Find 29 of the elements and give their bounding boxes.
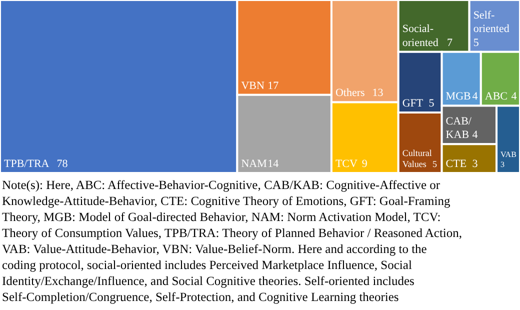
data-label: 9 <box>362 158 368 170</box>
data-label: 13 <box>372 87 384 100</box>
category-label: VAB <box>500 150 516 159</box>
data-label: 3 <box>500 160 505 169</box>
data-label: 78 <box>56 158 68 170</box>
category-label: NAM <box>241 158 268 170</box>
data-label: 4 <box>472 90 478 103</box>
category-label: ABC <box>484 90 508 103</box>
data-label: 5 <box>473 36 480 49</box>
category-label: Self-oriented <box>473 9 510 36</box>
data-label: 4 <box>472 129 478 142</box>
category-label: Others <box>335 87 365 100</box>
category-label: TPB/TRA <box>4 158 50 170</box>
category-label: GFT <box>402 97 424 110</box>
data-label: 14 <box>268 158 280 170</box>
category-label: TCV <box>335 158 358 170</box>
category-label: VBN <box>241 80 264 92</box>
category-label: CTE <box>446 158 467 170</box>
category-label: CAB/KAB <box>446 115 472 142</box>
data-label: 5 <box>428 97 435 110</box>
category-label: Cultural Values <box>402 148 432 169</box>
category-label: Social-oriented <box>402 23 439 49</box>
data-label: 3 <box>472 158 478 170</box>
category-label: MGB <box>446 90 471 103</box>
data-label: 17 <box>268 80 280 92</box>
data-label: 7 <box>447 36 454 49</box>
data-label: 4 <box>511 90 518 103</box>
data-label: 5 <box>432 159 438 169</box>
text: Note(s): Here, ABC: Affective-Behavior-Cognitive, CAB/KAB: Cognitive-Affective or Knowledge-Attitude-Behavior, CTE: Cognitive Theory of Emotions, GFT: Goal-Framing Theory, MGB: Model of Goal-directed Behavior, NAM: Norm Activation Model, TCV: Theory of Consumption Values, TPB/TRA: Theory of Planned Behavior / Reasoned Action, VAB: Value-Attitude-Behavior, VBN: Value-Belief-Norm. Here and according to the coding protocol, social-oriented includes Perceived Marketplace Influence, Social Identity/Exchange/Influence, and Social Cognitive theories. Self-oriented includes Self-Completion/Congruence, Self-Protection, and Cognitive Learning theories <box>2 178 462 304</box>
